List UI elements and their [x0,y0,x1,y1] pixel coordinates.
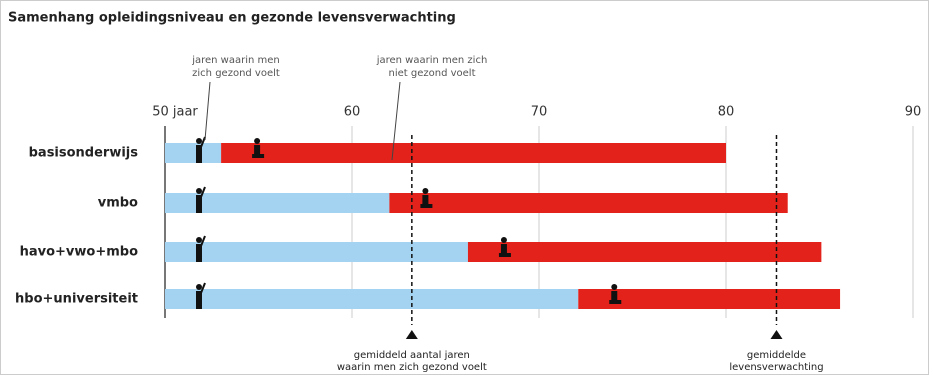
icon-seat [498,253,511,257]
icon-arm [200,136,206,148]
icon-body [196,291,202,309]
icon-arm [200,186,206,198]
bar-healthy [165,289,579,309]
icon-body [196,195,202,213]
icon-head [611,284,618,290]
x-tick-label: 90 [905,105,922,120]
icon-head [196,237,202,243]
chart-title: Samenhang opleidingsniveau en gezonde le… [8,11,456,26]
icon-sitting [252,138,265,158]
icon-head [422,188,429,194]
series-annotation: niet gezond voelt [389,68,476,79]
reference-marker [770,330,783,339]
icon-head [254,138,261,144]
reference-label: gemiddeld aantal jaren [354,350,470,361]
icon-head [500,237,507,243]
icon-sitting [609,284,622,304]
annotation-leader [391,81,401,161]
series-annotation: jaren waarin men zich [376,55,488,66]
reference-label: gemiddelde [747,350,806,361]
icon-seat [420,204,433,208]
category-label: basisonderwijs [29,146,139,161]
icon-sitting [498,237,511,257]
icon-seat [252,154,265,158]
icon-standing [196,282,206,309]
icon-head [196,188,202,194]
icon-arm [200,282,206,294]
icon-head [196,284,202,290]
x-tick-label: 60 [344,105,361,120]
icon-arm [200,235,206,247]
bar-unhealthy [467,242,822,262]
icon-seat [609,300,622,304]
category-label: vmbo [98,196,138,211]
bar-healthy [165,242,468,262]
reference-label: levensverwachting [729,362,823,373]
bar-unhealthy [221,143,726,163]
bar-healthy [165,143,222,163]
plot [165,136,841,309]
icon-standing [196,186,206,213]
icon-body [254,145,261,155]
icon-body [611,291,618,301]
icon-standing [196,136,206,163]
x-tick-label: 80 [718,105,735,120]
bar-healthy [165,193,390,213]
icon-standing [196,235,206,262]
category-label: hbo+universiteit [15,292,138,307]
bar-unhealthy [578,289,841,309]
reference-label: waarin men zich gezond voelt [337,362,487,373]
bar-unhealthy [389,193,788,213]
icon-body [422,195,429,205]
series-annotation: zich gezond voelt [192,68,280,79]
icon-sitting [420,188,433,208]
reference-marker [405,330,418,339]
icon-head [196,138,202,144]
annotation-leader [204,81,211,141]
series-annotation: jaren waarin men [191,55,280,66]
category-label: havo+vwo+mbo [20,245,138,260]
x-tick-label: 70 [531,105,548,120]
icon-body [500,244,507,254]
x-tick-label: 50 jaar [152,105,198,120]
icon-body [196,145,202,163]
icon-body [196,244,202,262]
